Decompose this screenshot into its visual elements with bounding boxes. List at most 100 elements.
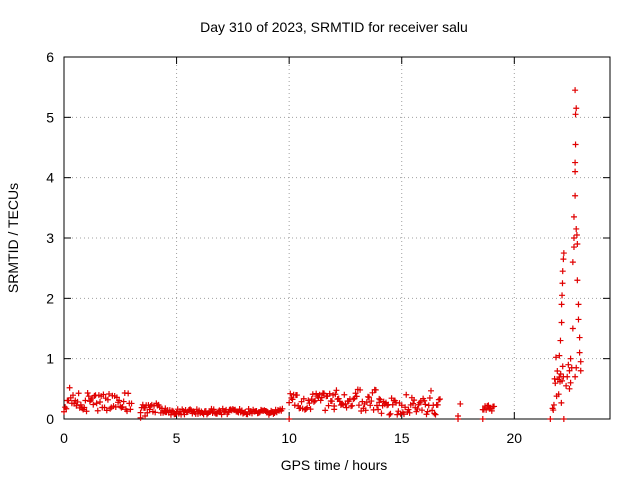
data-point xyxy=(570,213,577,220)
data-point xyxy=(83,408,90,415)
data-point xyxy=(552,380,559,387)
data-point xyxy=(547,416,554,422)
data-point xyxy=(357,386,364,393)
data-point xyxy=(394,411,401,418)
data-point xyxy=(331,403,338,410)
data-point xyxy=(63,405,70,412)
data-point xyxy=(559,363,566,370)
data-point xyxy=(85,393,92,400)
data-point xyxy=(187,406,194,413)
data-point xyxy=(455,412,462,419)
y-tick-label: 1 xyxy=(46,351,54,367)
x-tick-label: 10 xyxy=(281,430,297,446)
data-point xyxy=(112,404,119,411)
data-point xyxy=(127,406,134,413)
data-point xyxy=(488,407,495,414)
data-point xyxy=(423,411,430,418)
data-point xyxy=(304,404,311,411)
data-point xyxy=(318,394,325,401)
data-point xyxy=(572,373,579,380)
data-point xyxy=(426,395,433,401)
data-point xyxy=(120,398,127,405)
data-point xyxy=(491,403,498,410)
data-point xyxy=(142,412,149,419)
data-point xyxy=(73,402,80,409)
data-point xyxy=(279,405,286,412)
y-tick-label: 5 xyxy=(46,109,54,125)
data-point xyxy=(367,402,374,409)
data-point xyxy=(411,397,418,404)
data-point xyxy=(572,111,579,118)
data-point xyxy=(93,400,100,407)
data-point xyxy=(291,402,298,409)
x-tick-label: 15 xyxy=(394,430,410,446)
data-point xyxy=(125,390,132,397)
data-point xyxy=(352,390,359,397)
data-point xyxy=(577,358,584,365)
data-point xyxy=(573,364,580,371)
data-point xyxy=(558,399,565,406)
data-point xyxy=(94,407,101,414)
data-point xyxy=(572,168,579,175)
data-point xyxy=(431,410,438,417)
data-point xyxy=(169,407,176,414)
data-point xyxy=(333,387,340,394)
x-tick-label: 0 xyxy=(60,430,68,446)
data-point xyxy=(144,409,151,416)
tick-labels: 0 5 10 15 20 0 1 2 3 4 5 6 xyxy=(46,49,522,446)
data-point xyxy=(118,404,125,411)
data-point xyxy=(556,352,563,359)
data-point xyxy=(483,406,490,413)
data-point xyxy=(569,259,576,266)
data-point xyxy=(378,410,385,417)
data-point xyxy=(386,411,393,418)
data-point xyxy=(574,241,581,248)
data-point xyxy=(566,367,573,374)
data-point xyxy=(479,416,486,422)
data-point xyxy=(574,277,581,284)
data-point xyxy=(422,401,429,408)
data-point xyxy=(437,396,444,403)
data-point xyxy=(576,349,583,356)
data-point xyxy=(77,401,84,408)
data-point xyxy=(555,391,562,398)
data-point xyxy=(328,398,335,405)
data-point xyxy=(362,407,369,414)
data-point xyxy=(564,373,571,380)
data-point xyxy=(106,391,113,398)
data-point xyxy=(286,399,293,406)
data-point xyxy=(567,355,574,362)
data-point xyxy=(400,411,407,418)
data-point xyxy=(343,404,350,411)
data-point xyxy=(353,393,360,400)
data-point xyxy=(210,406,217,413)
data-point xyxy=(402,404,409,411)
data-point xyxy=(270,410,277,417)
y-tick-label: 3 xyxy=(46,230,54,246)
data-point xyxy=(554,367,561,374)
data-point xyxy=(403,391,410,398)
data-point xyxy=(335,395,342,402)
axis-ticks xyxy=(63,56,610,420)
data-point xyxy=(558,301,565,308)
data-point xyxy=(398,402,405,409)
data-point xyxy=(560,256,567,263)
data-point xyxy=(557,337,564,344)
data-point xyxy=(369,389,376,396)
data-point xyxy=(387,410,394,417)
data-point xyxy=(332,391,339,398)
data-point xyxy=(389,401,396,408)
data-point xyxy=(572,159,579,166)
data-point xyxy=(570,244,577,251)
data-point xyxy=(565,361,572,368)
data-point xyxy=(575,316,582,323)
data-point xyxy=(103,407,110,414)
data-point xyxy=(418,407,425,414)
data-point xyxy=(572,87,579,94)
data-point xyxy=(70,392,77,399)
data-point xyxy=(572,192,579,199)
data-point xyxy=(552,354,559,361)
data-point xyxy=(557,370,564,377)
data-point xyxy=(100,391,107,398)
